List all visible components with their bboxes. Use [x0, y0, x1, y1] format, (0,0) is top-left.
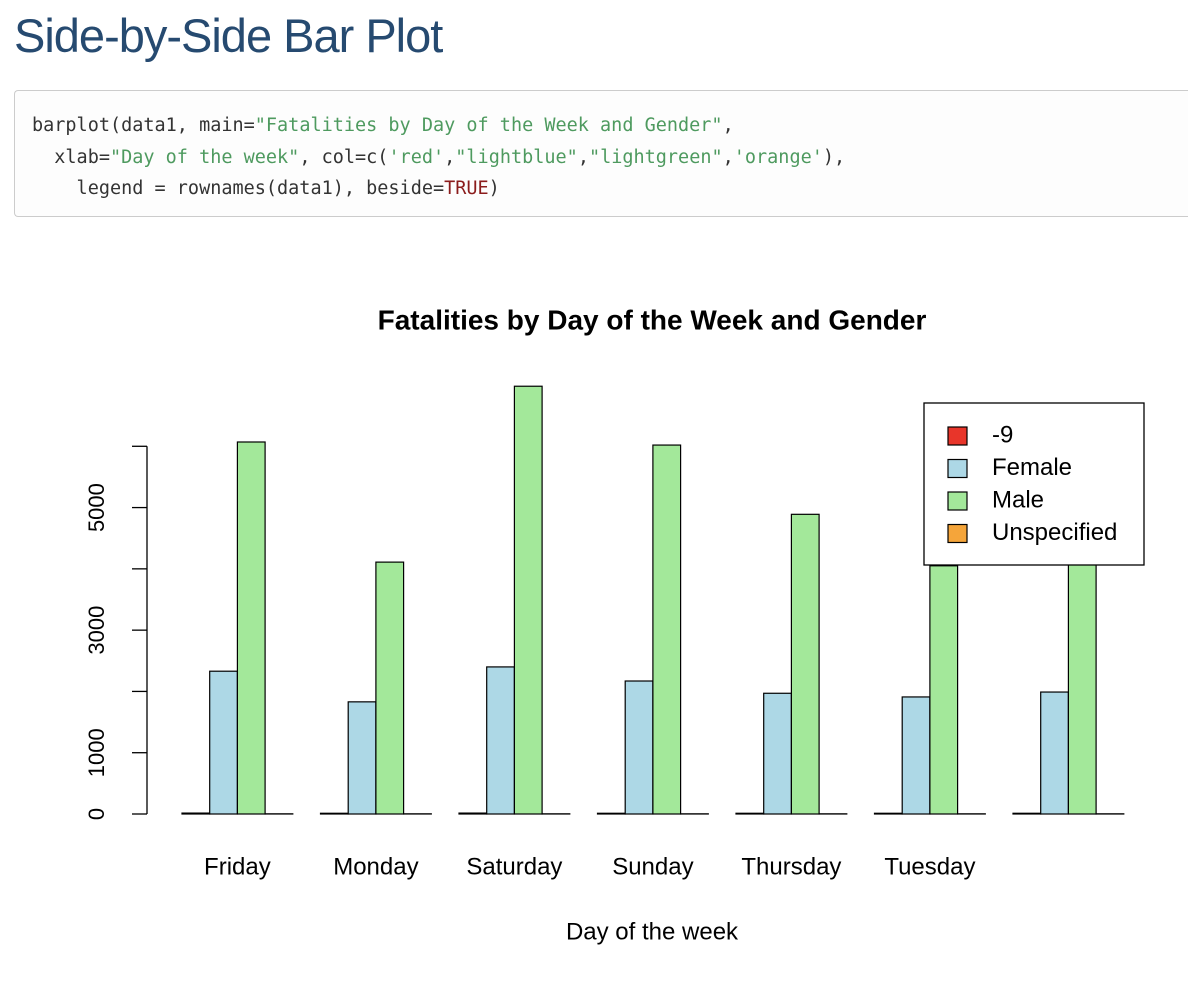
legend-label: Male	[992, 486, 1044, 513]
page-title: Side-by-Side Bar Plot	[14, 9, 443, 62]
bar	[901, 696, 931, 815]
bar	[873, 812, 903, 815]
code-token: ,	[722, 115, 734, 136]
y-tick-label: 5000	[84, 483, 109, 532]
legend-swatch	[947, 491, 968, 511]
bar	[513, 385, 543, 815]
code-line: xlab="Day of the week", col=c('red',"lig…	[32, 142, 1177, 174]
legend-label: Female	[992, 454, 1072, 481]
bar	[209, 670, 238, 815]
bar	[1067, 549, 1097, 815]
code-token: 'red'	[388, 146, 445, 168]
code-token: )	[488, 178, 500, 199]
legend-swatch	[947, 426, 968, 446]
legend-label: Unspecified	[992, 519, 1117, 546]
x-tick-label: Thursday	[741, 853, 841, 880]
code-token: xlab=	[32, 146, 110, 168]
bar	[929, 565, 959, 815]
bar	[790, 513, 820, 815]
code-block: barplot(data1, main="Fatalities by Day o…	[14, 90, 1188, 217]
code-token: ,	[577, 146, 589, 168]
bar	[181, 812, 211, 815]
bar	[319, 812, 349, 815]
y-tick-label: 3000	[84, 606, 109, 655]
x-tick-label: Saturday	[466, 853, 562, 880]
bar	[375, 561, 405, 815]
x-tick-label: Sunday	[612, 853, 693, 880]
bar	[763, 692, 793, 815]
legend-label: -9	[992, 421, 1013, 448]
code-token: "lightgreen"	[588, 146, 723, 168]
bar	[735, 812, 765, 815]
bar	[596, 812, 626, 815]
x-tick-label: Friday	[204, 853, 271, 880]
bar	[236, 441, 266, 815]
y-tick-label: 1000	[84, 728, 109, 777]
code-token: barplot(data1, main=	[32, 115, 255, 136]
code-token: legend = rownames(data1), beside=	[32, 178, 445, 199]
code-token: , col=c(	[299, 146, 389, 168]
bar	[1012, 812, 1042, 815]
bar	[652, 444, 682, 815]
code-token: ,	[722, 146, 734, 168]
code-line: barplot(data1, main="Fatalities by Day o…	[32, 110, 1177, 142]
code-token: ),	[822, 146, 846, 168]
bar	[486, 666, 516, 815]
bar	[347, 701, 377, 815]
bar	[1040, 691, 1069, 815]
legend-swatch	[947, 523, 968, 544]
code-token: "Fatalities by Day of the Week and Gende…	[254, 115, 723, 136]
bar	[624, 680, 654, 815]
legend-swatch	[947, 458, 968, 479]
code-token: "lightblue"	[455, 146, 578, 168]
code-token: "Day of the week"	[109, 146, 300, 168]
x-tick-label: Monday	[333, 853, 418, 880]
code-token: 'orange'	[733, 146, 823, 168]
chart-title: Fatalities by Day of the Week and Gender	[378, 304, 927, 335]
x-tick-label: Tuesday	[884, 853, 975, 880]
code-line: legend = rownames(data1), beside=TRUE)	[32, 173, 1177, 205]
code-token: ,	[444, 146, 456, 168]
y-tick-label: 0	[84, 808, 109, 820]
code-token: TRUE	[444, 178, 489, 199]
bar	[458, 812, 488, 815]
x-axis-label: Day of the week	[566, 918, 739, 945]
